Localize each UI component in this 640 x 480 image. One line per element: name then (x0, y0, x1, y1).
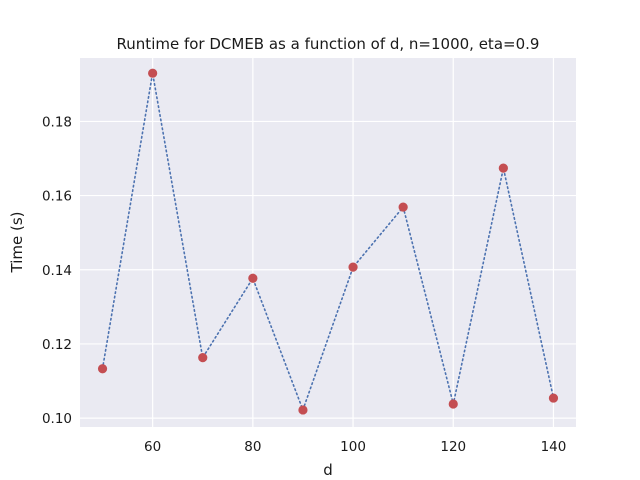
y-tick-label: 0.18 (42, 114, 72, 130)
grid-lines (80, 58, 576, 427)
data-point (97, 364, 108, 374)
data-point (448, 399, 458, 409)
y-tick-label: 0.14 (42, 263, 72, 279)
x-tick-label: 80 (244, 439, 261, 455)
data-point (548, 393, 559, 403)
data-point (348, 262, 358, 272)
series-line (101, 73, 555, 413)
x-tick-label: 60 (144, 439, 161, 455)
plot-area (80, 58, 576, 427)
data-point (248, 273, 258, 283)
x-tick-label: 140 (541, 439, 567, 455)
data-point (198, 353, 208, 363)
tick-labels: 60 80 100 120 140 0.10 0.12 0.14 0.16 0.18 (42, 114, 566, 455)
series-layer (97, 68, 559, 415)
x-axis-label: d (323, 461, 333, 479)
y-tick-label: 0.12 (42, 337, 72, 353)
y-tick-label: 0.10 (42, 411, 72, 427)
data-point (148, 68, 158, 78)
data-point (298, 405, 308, 415)
x-tick-label: 100 (340, 439, 366, 455)
y-tick-label: 0.16 (42, 189, 72, 205)
data-point (398, 202, 408, 212)
data-point (498, 163, 508, 173)
chart-title: Runtime for DCMEB as a function of d, n=… (117, 35, 540, 53)
y-axis-label: Time (s) (8, 212, 26, 274)
x-tick-label: 120 (440, 439, 466, 455)
